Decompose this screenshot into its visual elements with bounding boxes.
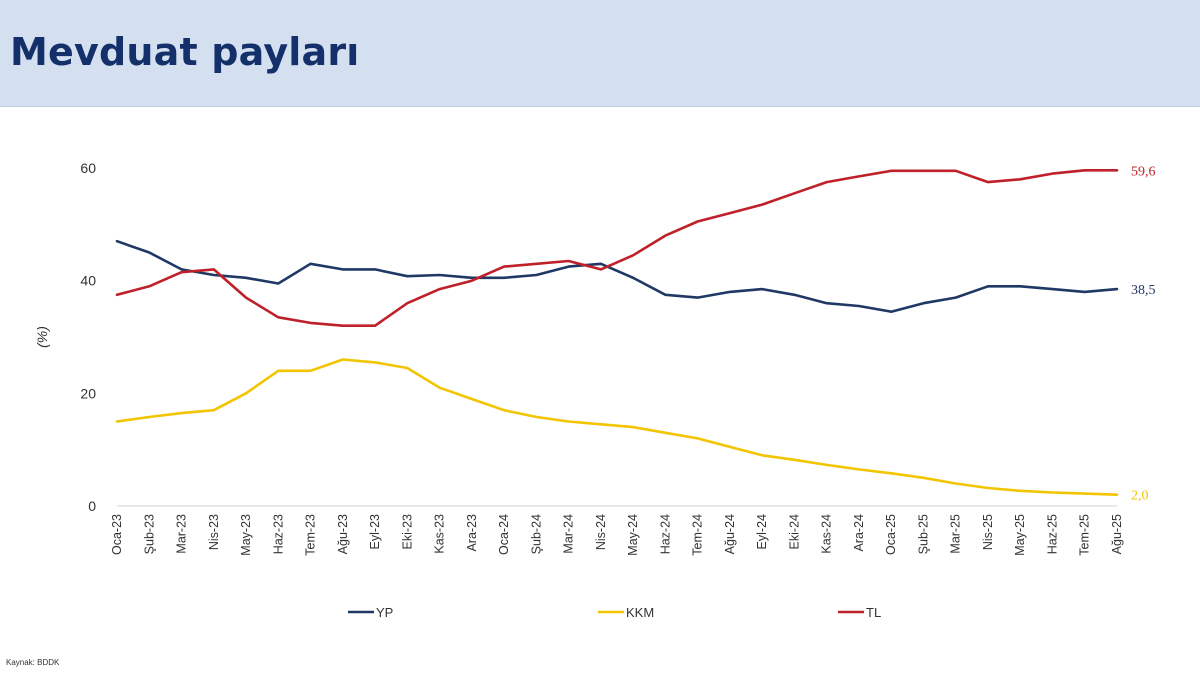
x-tick-label: Tem-24 [691,514,705,556]
x-tick-label: Eyl-24 [755,514,769,549]
x-tick-label: Ağu-24 [723,514,737,554]
end-label-kkm: 2,0 [1131,489,1149,504]
x-tick-label: Ara-23 [465,514,479,552]
x-tick-label: Kas-23 [433,514,447,554]
legend-label-kkm: KKM [626,605,654,620]
y-tick-label: 60 [80,160,96,176]
x-tick-label: Oca-25 [884,514,898,555]
x-tick-label: Şub-24 [529,514,543,554]
end-label-yp: 38,5 [1131,283,1156,298]
x-tick-label: Haz-25 [1045,514,1059,554]
x-tick-label: May-24 [626,514,640,556]
x-tick-label: Nis-24 [594,514,608,550]
series-line-yp [115,239,1119,313]
x-tick-label: Mar-23 [175,514,189,554]
x-tick-label: Mar-24 [562,514,576,554]
x-tick-label: Eki-23 [400,514,414,549]
y-tick-label: 0 [88,498,96,514]
line-chart: 0 20 40 60 (%) Oca-23 Şub-23 Mar-23 Nis-23 May-23… [34,160,1156,620]
x-tick-label: Kas-24 [820,514,834,554]
series-line-kkm [115,358,1119,497]
x-tick-label: Haz-24 [658,514,672,554]
x-tick-label: Eyl-23 [368,514,382,549]
x-tick-label: Nis-23 [207,514,221,550]
header-banner: Mevduat payları [0,0,1200,107]
page-title: Mevduat payları [10,30,360,74]
x-tick-label: Tem-23 [304,514,318,556]
y-tick-label: 20 [80,385,96,401]
x-tick-label: Tem-25 [1078,514,1092,556]
y-axis-label: (%) [34,326,50,348]
x-tick-label: Mar-25 [949,514,963,554]
x-tick-label: Şub-25 [916,514,930,554]
x-tick-label: Ara-24 [852,514,866,552]
x-tick-label: Oca-23 [110,514,124,555]
x-tick-label: Oca-24 [497,514,511,555]
y-tick-label: 40 [80,273,96,289]
x-tick-label: May-25 [1013,514,1027,556]
x-tick-label: Ağu-25 [1110,514,1124,554]
x-tick-label: Ağu-23 [336,514,350,554]
legend-label-yp: YP [376,605,393,620]
x-tick-label: Nis-25 [981,514,995,550]
x-tick-label: Haz-23 [271,514,285,554]
x-tick-label: Eki-24 [787,514,801,549]
end-label-tl: 59,6 [1131,164,1156,179]
legend-label-tl: TL [866,605,881,620]
series-line-tl [115,169,1119,327]
x-tick-label: May-23 [239,514,253,556]
source-note: Kaynak: BDDK [6,658,60,667]
x-tick-label: Şub-23 [142,514,156,554]
